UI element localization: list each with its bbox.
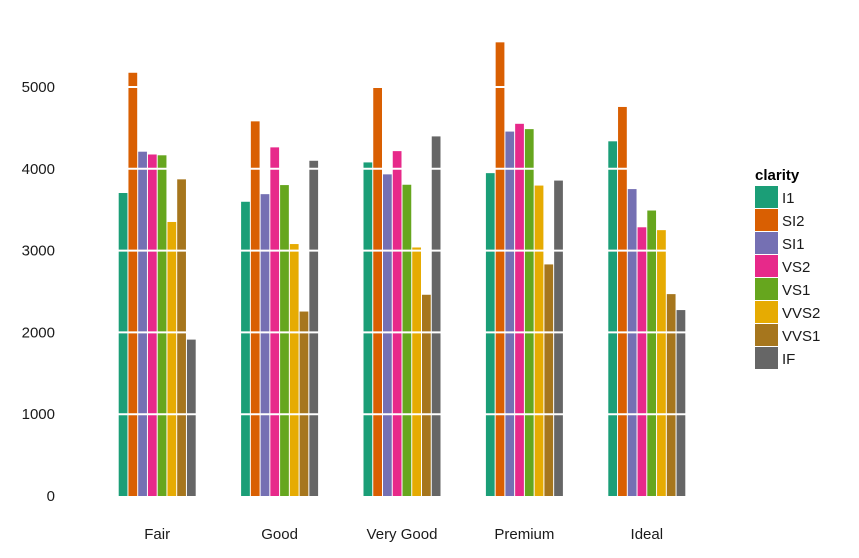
bar-very-good-si1	[383, 174, 392, 497]
legend-label-i1: I1	[782, 190, 795, 207]
legend-key-i1	[755, 186, 778, 208]
y-tick-label-1000: 1000	[22, 406, 55, 423]
legend-key-vvs1	[755, 324, 778, 346]
legend-label-if: IF	[782, 351, 795, 368]
x-tick-label-premium: Premium	[494, 526, 554, 543]
legend-label-vvs1: VVS1	[782, 328, 820, 345]
legend-label-si2: SI2	[782, 213, 805, 230]
legend-key-vs1	[755, 278, 778, 300]
bar-premium-vs1	[524, 129, 534, 496]
legend-key-vvs2	[755, 301, 778, 323]
y-axis: 0 1000 2000 3000 4000 5000	[22, 79, 55, 505]
legend-label-vs1: VS1	[782, 282, 810, 299]
bar-premium-si2	[495, 42, 505, 497]
bar-fair-if	[186, 339, 196, 496]
bar-very-good-vvs1	[422, 294, 431, 496]
bar-good-si1	[260, 194, 270, 496]
legend-items: I1 SI2 SI1 VS2 VS1 VVS2 VVS1 IF	[755, 186, 820, 369]
bar-ideal-i1	[608, 141, 618, 496]
y-tick-label-5000: 5000	[22, 79, 55, 96]
gridlines-layer	[96, 86, 708, 416]
bar-premium-i1	[485, 173, 495, 496]
bar-very-good-vs2	[392, 151, 402, 496]
bar-fair-vvs1	[177, 179, 186, 496]
y-tick-label-3000: 3000	[22, 243, 55, 260]
bar-fair-si2	[128, 72, 138, 497]
bar-very-good-si2	[373, 87, 382, 497]
bar-ideal-vvs1	[666, 294, 676, 496]
bar-very-good-vs1	[402, 184, 412, 496]
legend-title: clarity	[755, 167, 800, 184]
x-axis: Fair Good Very Good Premium Ideal	[144, 526, 663, 543]
bar-premium-si1	[505, 131, 515, 496]
legend-key-vs2	[755, 255, 778, 277]
legend-key-si2	[755, 209, 778, 231]
bar-very-good-vvs2	[412, 247, 421, 496]
legend: clarity I1 SI2 SI1 VS2 VS1 VVS2 VVS1 IF	[755, 167, 820, 369]
bar-premium-if	[554, 180, 563, 496]
bar-premium-vvs2	[534, 185, 544, 496]
bar-fair-vvs2	[167, 221, 177, 496]
y-tick-label-4000: 4000	[22, 161, 55, 178]
bar-very-good-if	[431, 136, 441, 496]
bar-very-good-i1	[363, 162, 373, 497]
legend-key-if	[755, 347, 778, 369]
bar-premium-vs2	[515, 123, 524, 496]
bar-good-i1	[241, 201, 250, 496]
legend-label-vs2: VS2	[782, 259, 810, 276]
bar-ideal-vs1	[647, 210, 657, 496]
bar-fair-i1	[118, 193, 128, 496]
bar-ideal-vs2	[637, 227, 647, 497]
bars-layer	[118, 42, 686, 497]
x-tick-label-very-good: Very Good	[367, 526, 438, 543]
bar-good-vs2	[270, 147, 280, 496]
y-tick-label-2000: 2000	[22, 324, 55, 341]
bar-ideal-if	[676, 310, 686, 496]
bar-fair-vs1	[157, 155, 167, 497]
bar-good-if	[309, 160, 319, 496]
x-tick-label-good: Good	[261, 526, 298, 543]
bar-good-vvs2	[289, 244, 299, 496]
bar-fair-vs2	[147, 154, 157, 497]
bar-ideal-vvs2	[657, 230, 666, 496]
bar-fair-si1	[138, 151, 147, 496]
legend-label-si1: SI1	[782, 236, 805, 253]
x-tick-label-fair: Fair	[144, 526, 170, 543]
bar-good-si2	[250, 121, 260, 497]
bar-good-vs1	[280, 185, 289, 496]
bar-premium-vvs1	[544, 264, 554, 496]
bar-ideal-si1	[627, 189, 637, 496]
bar-good-vvs1	[299, 311, 309, 496]
legend-key-si1	[755, 232, 778, 254]
y-tick-label-0: 0	[47, 488, 55, 505]
bar-ideal-si2	[618, 106, 627, 497]
x-tick-label-ideal: Ideal	[631, 526, 664, 543]
legend-label-vvs2: VVS2	[782, 305, 820, 322]
